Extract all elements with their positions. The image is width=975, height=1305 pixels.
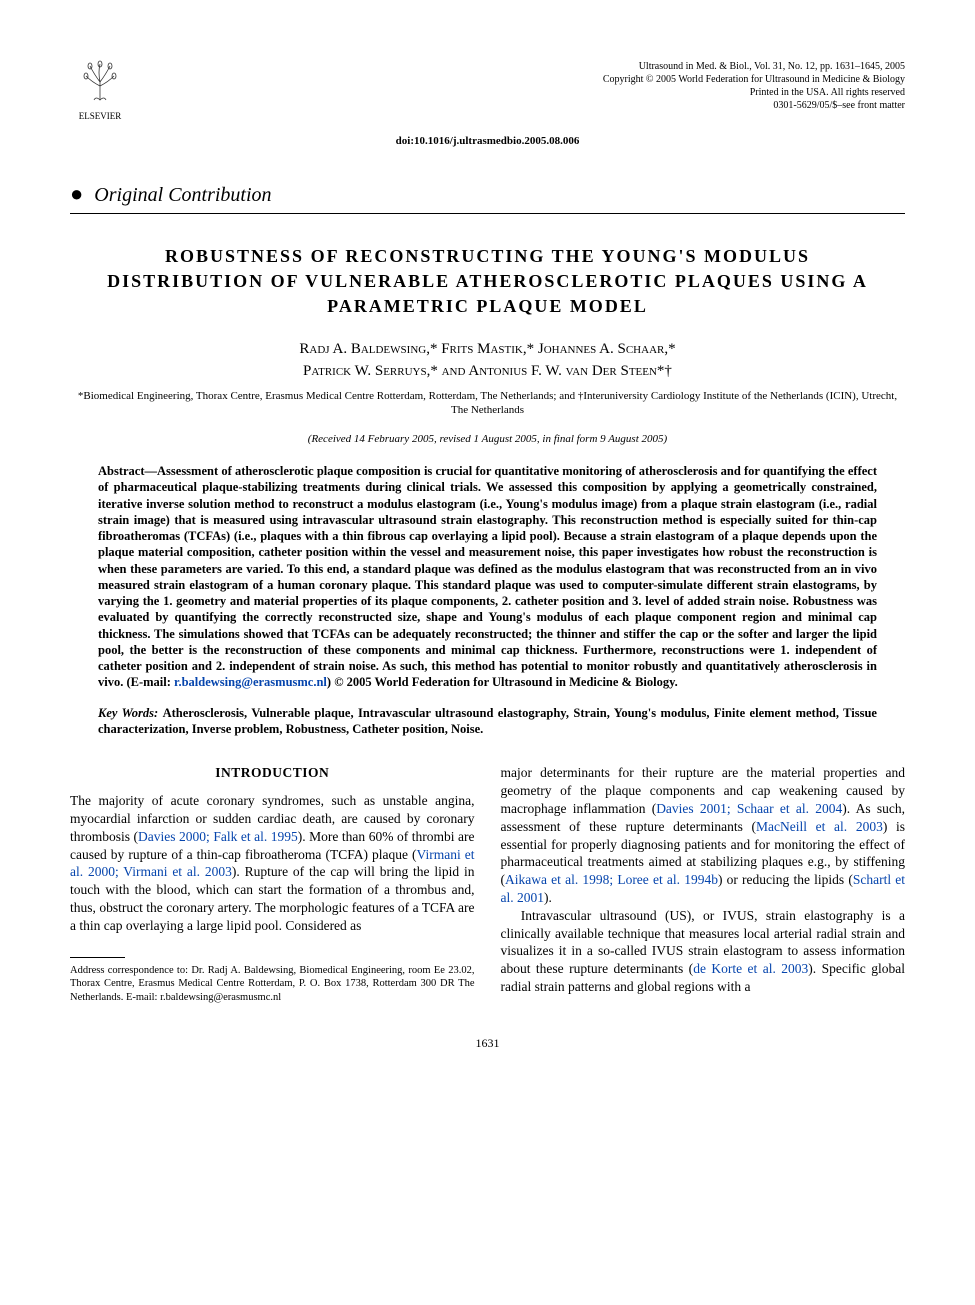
journal-citation: Ultrasound in Med. & Biol., Vol. 31, No.…	[603, 60, 905, 73]
journal-issn: 0301-5629/05/$–see front matter	[603, 99, 905, 112]
abstract-tail: ) © 2005 World Federation for Ultrasound…	[327, 675, 678, 689]
abstract: Abstract—Assessment of atherosclerotic p…	[98, 463, 877, 691]
corresponding-address-footnote: Address correspondence to: Dr. Radj A. B…	[70, 964, 475, 1005]
elsevier-tree-icon	[70, 60, 130, 110]
section-type: ● Original Contribution	[70, 179, 905, 214]
keywords-label: Key Words:	[98, 706, 163, 720]
citation-link[interactable]: Davies 2000; Falk et al. 1995	[138, 829, 298, 844]
page-number: 1631	[70, 1035, 905, 1051]
abstract-body: Assessment of atherosclerotic plaque com…	[98, 464, 877, 689]
header-top: ELSEVIER Ultrasound in Med. & Biol., Vol…	[70, 60, 905, 122]
publisher-name: ELSEVIER	[70, 110, 130, 122]
doi: doi:10.1016/j.ultrasmedbio.2005.08.006	[70, 134, 905, 149]
citation-link[interactable]: Davies 2001; Schaar et al. 2004	[656, 801, 842, 816]
journal-print: Printed in the USA. All rights reserved	[603, 86, 905, 99]
paper-title: ROBUSTNESS OF RECONSTRUCTING THE YOUNG'S…	[100, 244, 875, 320]
intro-paragraph-2: Intravascular ultrasound (US), or IVUS, …	[501, 907, 906, 996]
keywords: Key Words: Atherosclerosis, Vulnerable p…	[98, 705, 877, 739]
intro-heading: INTRODUCTION	[70, 764, 475, 782]
intro-paragraph-1: The majority of acute coronary syndromes…	[70, 792, 475, 935]
body-columns: INTRODUCTION The majority of acute coron…	[70, 764, 905, 1004]
affiliations: *Biomedical Engineering, Thorax Centre, …	[70, 389, 905, 419]
article-dates: (Received 14 February 2005, revised 1 Au…	[70, 432, 905, 447]
publisher-logo: ELSEVIER	[70, 60, 130, 122]
column-left: INTRODUCTION The majority of acute coron…	[70, 764, 475, 1004]
abstract-label: Abstract—	[98, 464, 157, 478]
section-label: Original Contribution	[94, 184, 271, 206]
authors: Radj A. Baldewsing,* Frits Mastik,* Joha…	[70, 338, 905, 383]
keywords-body: Atherosclerosis, Vulnerable plaque, Intr…	[98, 706, 877, 737]
authors-line-1: Radj A. Baldewsing,* Frits Mastik,* Joha…	[70, 338, 905, 361]
journal-copyright: Copyright © 2005 World Federation for Ul…	[603, 73, 905, 86]
citation-link[interactable]: de Korte et al. 2003	[693, 961, 808, 976]
authors-line-2: Patrick W. Serruys,* and Antonius F. W. …	[70, 360, 905, 383]
footnote-rule	[70, 957, 125, 958]
journal-meta: Ultrasound in Med. & Biol., Vol. 31, No.…	[603, 60, 905, 112]
citation-link[interactable]: Aikawa et al. 1998; Loree et al. 1994b	[505, 872, 718, 887]
bullet-icon: ●	[70, 181, 83, 206]
citation-link[interactable]: MacNeill et al. 2003	[756, 819, 883, 834]
intro-paragraph-1-cont: major determinants for their rupture are…	[501, 764, 906, 907]
corresponding-email-link[interactable]: r.baldewsing@erasmusmc.nl	[174, 675, 327, 689]
column-right: major determinants for their rupture are…	[501, 764, 906, 1004]
